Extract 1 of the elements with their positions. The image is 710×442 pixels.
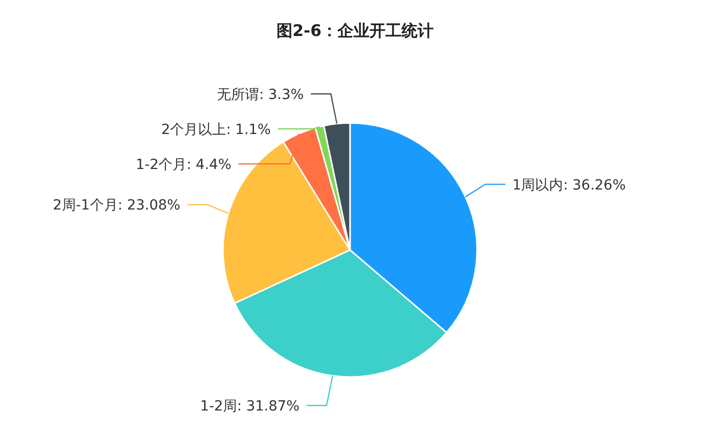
title: 图2-6：企业开工统计 xyxy=(276,21,434,40)
